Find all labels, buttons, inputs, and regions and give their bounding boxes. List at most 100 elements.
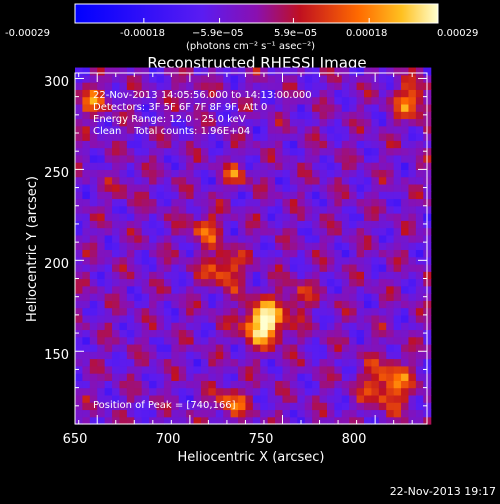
heatmap-cell	[89, 89, 98, 98]
heatmap-cell	[238, 191, 247, 200]
heatmap-cell	[312, 154, 321, 163]
heatmap-cell	[415, 394, 424, 403]
heatmap-cell	[97, 416, 106, 425]
heatmap-cell	[230, 322, 239, 331]
heatmap-cell	[334, 227, 343, 236]
heatmap-cell	[319, 307, 328, 316]
heatmap-cell	[304, 205, 313, 214]
heatmap-cell	[312, 96, 321, 105]
heatmap-cell	[178, 358, 187, 367]
heatmap-cell	[245, 256, 254, 265]
heatmap-cell	[356, 133, 365, 141]
heatmap-cell	[275, 162, 284, 170]
heatmap-cell	[171, 249, 180, 258]
heatmap-cell	[334, 329, 343, 338]
heatmap-cell	[119, 96, 128, 105]
heatmap-cell	[75, 220, 84, 229]
heatmap-cell	[408, 365, 417, 374]
heatmap-cell	[171, 285, 180, 294]
heatmap-cell	[349, 329, 358, 338]
heatmap-cell	[75, 358, 84, 367]
heatmap-cell	[401, 67, 410, 76]
heatmap-cell	[200, 183, 209, 192]
peak-position-label: Position of Peak = [740,166]	[93, 400, 236, 411]
heatmap-cell	[334, 351, 343, 360]
heatmap-cell	[238, 205, 247, 214]
heatmap-cell	[349, 111, 358, 120]
heatmap-cell	[141, 74, 150, 83]
heatmap-cell	[312, 409, 321, 418]
heatmap-cell	[415, 125, 424, 134]
heatmap-cell	[208, 242, 217, 250]
heatmap-cell	[371, 103, 380, 112]
heatmap-cell	[126, 234, 135, 243]
colorbar-tick-3: 5.9e−05	[274, 28, 317, 39]
heatmap-cell	[223, 351, 232, 360]
heatmap-cell	[289, 256, 298, 265]
heatmap-cell	[319, 133, 328, 141]
heatmap-cell	[341, 402, 350, 411]
heatmap-cell	[156, 220, 165, 229]
heatmap-cell	[149, 343, 158, 352]
heatmap-cell	[415, 285, 424, 294]
heatmap-cell	[304, 285, 313, 294]
heatmap-cell	[215, 103, 224, 112]
heatmap-cell	[230, 74, 239, 83]
heatmap-cell	[364, 300, 373, 309]
heatmap-cell	[126, 409, 135, 418]
heatmap-cell	[82, 133, 91, 141]
heatmap-cell	[89, 111, 98, 120]
heatmap-cell	[119, 307, 128, 316]
heatmap-cell	[223, 176, 232, 185]
heatmap-cell	[126, 263, 135, 272]
heatmap-cell	[289, 147, 298, 156]
heatmap-cell	[341, 198, 350, 207]
heatmap-cell	[334, 373, 343, 381]
heatmap-cell	[134, 373, 143, 381]
heatmap-cell	[149, 387, 158, 396]
heatmap-cell	[341, 365, 350, 374]
heatmap-cell	[401, 125, 410, 134]
heatmap-cell	[252, 409, 261, 418]
heatmap-cell	[378, 89, 387, 98]
heatmap-cell	[82, 89, 91, 98]
heatmap-cell	[282, 111, 291, 120]
heatmap-cell	[304, 82, 313, 90]
heatmap-cell	[112, 74, 121, 83]
heatmap-cell	[223, 365, 232, 374]
heatmap-cell	[89, 307, 98, 316]
heatmap-cell	[230, 365, 239, 374]
heatmap-cell	[163, 103, 172, 112]
heatmap-cell	[326, 365, 335, 374]
heatmap-cell	[171, 133, 180, 141]
heatmap-cell	[208, 198, 217, 207]
heatmap-cell	[319, 322, 328, 331]
heatmap-cell	[312, 89, 321, 98]
heatmap-cell	[319, 351, 328, 360]
heatmap-cell	[356, 416, 365, 425]
heatmap-cell	[393, 234, 402, 243]
heatmap-cell	[386, 213, 395, 221]
heatmap-cell	[178, 249, 187, 258]
heatmap-cell	[415, 409, 424, 418]
heatmap-cell	[112, 402, 121, 411]
heatmap-cell	[393, 285, 402, 294]
heatmap-cell	[178, 271, 187, 280]
heatmap-cell	[134, 351, 143, 360]
heatmap-cell	[415, 213, 424, 221]
heatmap-cell	[408, 343, 417, 352]
heatmap-cell	[408, 322, 417, 331]
heatmap-cell	[163, 234, 172, 243]
heatmap-cell	[275, 103, 284, 112]
heatmap-cell	[178, 82, 187, 90]
heatmap-cell	[364, 256, 373, 265]
heatmap-cell	[141, 380, 150, 389]
heatmap-cell	[378, 205, 387, 214]
heatmap-cell	[252, 154, 261, 163]
heatmap-cell	[82, 154, 91, 163]
heatmap-cell	[326, 285, 335, 294]
heatmap-cell	[252, 358, 261, 367]
heatmap-cell	[223, 125, 232, 134]
heatmap-cell	[178, 314, 187, 323]
heatmap-cell	[378, 111, 387, 120]
